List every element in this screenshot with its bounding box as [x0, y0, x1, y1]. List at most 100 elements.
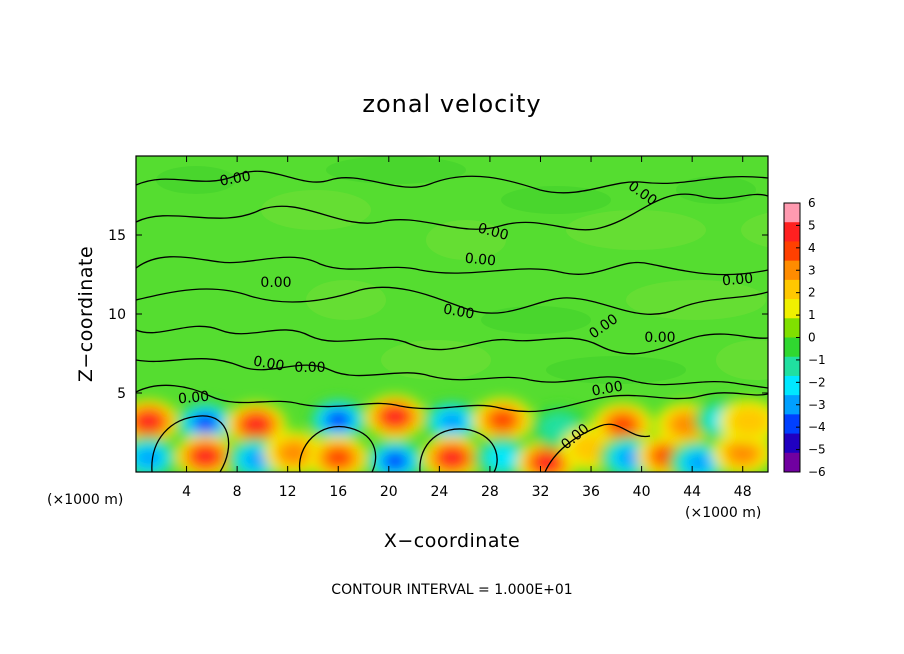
colorbar-tick-label: 1 [808, 308, 816, 322]
colorbar-tick-label: −1 [808, 353, 826, 367]
contour-label: 0.00 [442, 301, 475, 322]
colorbar-tick-label: 4 [808, 241, 816, 255]
field-anomaly [384, 408, 407, 425]
x-tick-label: 48 [734, 484, 752, 500]
texture-patch [306, 280, 386, 320]
texture-patch [546, 356, 686, 384]
y-axis-title: Z−coordinate [75, 246, 97, 382]
x-tick-label: 4 [182, 484, 191, 500]
contour-line [136, 256, 768, 276]
chart-title: zonal velocity [362, 90, 541, 118]
colorbar-swatch [784, 279, 800, 300]
field-anomaly [137, 413, 160, 430]
field-anomalies [136, 394, 768, 472]
plot-area: 0.00 0.00 0.00 0.00 0.00 0.00 0.00 0.00 0.00 0.00… [136, 156, 904, 472]
colorbar-swatch [784, 337, 800, 358]
colorbar-swatch [784, 299, 800, 319]
contour-label: 0.00 [177, 389, 209, 408]
contour-line [136, 384, 768, 413]
x-tick-label: 20 [380, 484, 398, 500]
colorbar-swatch [784, 318, 800, 338]
colorbar-tick-label: 3 [808, 263, 816, 277]
x-tick-label: 32 [532, 484, 550, 500]
colorbar-swatch [784, 452, 800, 473]
field-anomaly [244, 416, 268, 433]
field-anomaly [194, 448, 217, 465]
contour-label: 0.00 [644, 330, 675, 346]
texture-patch [261, 190, 371, 230]
x-tick-label: 36 [582, 484, 600, 500]
colorbar-tick-label: 5 [808, 218, 816, 232]
colorbar-swatch [784, 203, 800, 223]
texture-patch [566, 210, 706, 250]
colorbar-swatch [784, 433, 800, 454]
y-tick-label: 15 [108, 228, 126, 244]
x-tick-label: 44 [683, 484, 701, 500]
colorbar-swatch [784, 241, 800, 262]
colorbar-swatch [784, 356, 800, 377]
field-anomaly [440, 449, 464, 466]
colorbar-swatch [784, 375, 800, 396]
contour-label: 0.00 [464, 251, 496, 270]
texture-patch [741, 212, 768, 248]
y-axis: 5 10 15 [108, 228, 768, 402]
texture-patch [156, 166, 236, 194]
field-anomaly [136, 448, 162, 468]
colorbar-tick-label: 2 [808, 286, 816, 300]
contour-label: 0.00 [476, 220, 510, 244]
contour-label: 0.00 [591, 378, 624, 399]
colorbar-swatch [784, 260, 800, 281]
contour-line [136, 357, 768, 389]
field-anomaly [325, 448, 351, 468]
field-anomaly [243, 450, 269, 469]
contour-line [298, 425, 377, 472]
colorbar-tick-label: −5 [808, 443, 826, 457]
y-tick-label: 5 [117, 386, 126, 402]
field-anomaly [670, 413, 701, 436]
zero-contours [136, 170, 768, 472]
colorbar: 6 5 4 3 2 1 0 −1 −2 −3 −4 −5 −6 [783, 196, 826, 479]
x-units-label-right: (×1000 m) [685, 505, 761, 521]
texture-patch [426, 220, 506, 260]
y-tick-label: 10 [108, 307, 126, 323]
contour-label: 0.00 [219, 168, 252, 189]
x-tick-label: 24 [430, 484, 448, 500]
field-anomaly [278, 441, 310, 465]
field-anomaly [685, 453, 712, 472]
texture-patch [326, 156, 466, 184]
texture-patch [626, 280, 766, 320]
texture-patch [676, 176, 756, 204]
colorbar-swatch [784, 395, 800, 415]
field-anomaly [327, 411, 350, 429]
field-anomaly [384, 452, 407, 470]
texture-patch [381, 340, 491, 380]
colorbar-tick-label: −4 [808, 420, 826, 434]
texture-patch [716, 340, 768, 380]
contour-label: 0.00 [252, 353, 285, 374]
field-anomaly [194, 414, 217, 432]
colorbar-swatch [784, 414, 800, 435]
texture-patch [481, 306, 591, 334]
x-tick-label: 8 [233, 484, 242, 500]
x-tick-label: 40 [633, 484, 651, 500]
field-anomaly [487, 446, 518, 469]
x-units-label-left: (×1000 m) [47, 492, 123, 508]
colorbar-swatch [784, 222, 800, 242]
field-anomaly [616, 448, 642, 468]
field-anomaly [729, 407, 768, 436]
contour-label: 0.00 [260, 275, 291, 291]
contour-line [136, 170, 768, 194]
contour-line [544, 423, 651, 472]
colorbar-tick-label: 6 [808, 196, 816, 210]
contour-line [136, 193, 768, 231]
contour-line [136, 325, 768, 355]
field-texture [156, 156, 904, 384]
texture-patch [786, 166, 904, 194]
x-tick-label: 12 [279, 484, 297, 500]
x-tick-label: 16 [329, 484, 347, 500]
colorbar-tick-label: −6 [808, 465, 826, 479]
field-anomaly [535, 454, 558, 471]
contour-interval-note: CONTOUR INTERVAL = 1.000E+01 [331, 582, 572, 598]
field-anomaly [727, 441, 758, 465]
